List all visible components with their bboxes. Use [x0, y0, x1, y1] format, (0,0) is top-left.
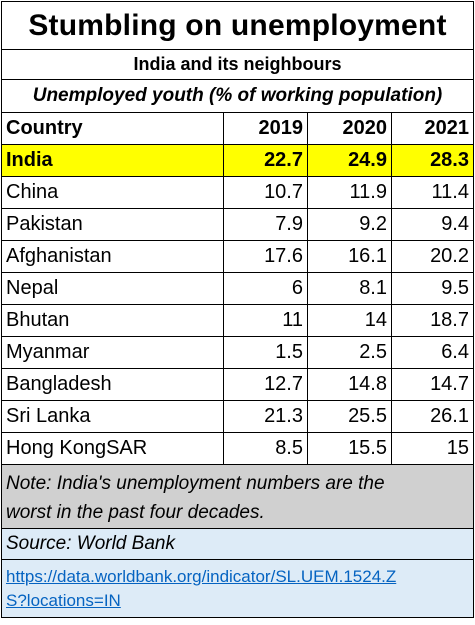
source-link-line-2: S?locations=IN — [6, 591, 121, 610]
cell-2020: 8.1 — [308, 273, 392, 304]
footnote-line-1: Note: India's unemployment numbers are t… — [6, 473, 385, 494]
cell-2020: 9.2 — [308, 209, 392, 240]
column-header-2020: 2020 — [308, 113, 392, 144]
cell-country: India — [2, 145, 224, 176]
footnote: Note: India's unemployment numbers are t… — [2, 465, 473, 529]
cell-2020: 24.9 — [308, 145, 392, 176]
cell-2020: 16.1 — [308, 241, 392, 272]
cell-2019: 21.3 — [224, 401, 308, 432]
cell-country: Bhutan — [2, 305, 224, 336]
cell-2020: 14.8 — [308, 369, 392, 400]
cell-country: China — [2, 177, 224, 208]
cell-2019: 1.5 — [224, 337, 308, 368]
cell-2020: 11.9 — [308, 177, 392, 208]
cell-2019: 11 — [224, 305, 308, 336]
cell-2021: 20.2 — [430, 245, 469, 267]
cell-country: Myanmar — [2, 337, 224, 368]
cell-2021: 14.7 — [430, 373, 469, 395]
cell-2021: 6.4 — [441, 341, 469, 363]
table-header-row: Country 2019 2020 2021 — [2, 113, 473, 145]
cell-country: Afghanistan — [2, 241, 224, 272]
column-header-2019: 2019 — [224, 113, 308, 144]
cell-2019: 22.7 — [224, 145, 308, 176]
table-row: Pakistan 7.9 9.2 9.4 — [2, 209, 473, 241]
cell-2019: 6 — [224, 273, 308, 304]
cell-2021: 9.5 — [441, 277, 469, 299]
cell-2021: 18.7 — [430, 309, 469, 331]
table-row: Nepal 6 8.1 9.5 — [2, 273, 473, 305]
cell-2021: 15 — [446, 437, 469, 459]
cell-country: Hong KongSAR — [2, 433, 224, 464]
table-row: China 10.7 11.9 11.4 — [2, 177, 473, 209]
table-caption: Unemployed youth (% of working populatio… — [2, 80, 473, 113]
table-row-india: India 22.7 24.9 28.3 — [2, 145, 473, 177]
cell-2019: 8.5 — [224, 433, 308, 464]
cell-2020: 2.5 — [308, 337, 392, 368]
cell-2021: 9.4 — [441, 213, 469, 235]
source-link-cell: https://data.worldbank.org/indicator/SL.… — [2, 560, 473, 618]
table-subtitle: India and its neighbours — [2, 50, 473, 80]
page-title: Stumbling on unemployment — [2, 1, 473, 50]
cell-country: Nepal — [2, 273, 224, 304]
source-line: Source: World Bank — [2, 529, 473, 560]
cell-2021: 28.3 — [430, 149, 469, 171]
column-header-country: Country — [2, 113, 224, 144]
cell-country: Sri Lanka — [2, 401, 224, 432]
cell-2021: 26.1 — [430, 405, 469, 427]
cell-2020: 14 — [308, 305, 392, 336]
source-link[interactable]: https://data.worldbank.org/indicator/SL.… — [6, 567, 396, 610]
cell-2019: 10.7 — [224, 177, 308, 208]
table-row: Bhutan 11 14 18.7 — [2, 305, 473, 337]
cell-country: Bangladesh — [2, 369, 224, 400]
table-row: Bangladesh 12.7 14.8 14.7 — [2, 369, 473, 401]
cell-2019: 17.6 — [224, 241, 308, 272]
cell-2020: 15.5 — [308, 433, 392, 464]
cell-2019: 12.7 — [224, 369, 308, 400]
source-link-line-1: https://data.worldbank.org/indicator/SL.… — [6, 567, 397, 586]
table-row: Afghanistan 17.6 16.1 20.2 — [2, 241, 473, 273]
table-row: Sri Lanka 21.3 25.5 26.1 — [2, 401, 473, 433]
cell-2019: 7.9 — [224, 209, 308, 240]
cell-2020: 25.5 — [308, 401, 392, 432]
column-header-2021: 2021 — [424, 117, 470, 139]
cell-2021: 11.4 — [431, 181, 469, 203]
cell-country: Pakistan — [2, 209, 224, 240]
table-row: Hong KongSAR 8.5 15.5 15 — [2, 433, 473, 465]
table-row: Myanmar 1.5 2.5 6.4 — [2, 337, 473, 369]
footnote-line-2: worst in the past four decades. — [6, 502, 265, 523]
